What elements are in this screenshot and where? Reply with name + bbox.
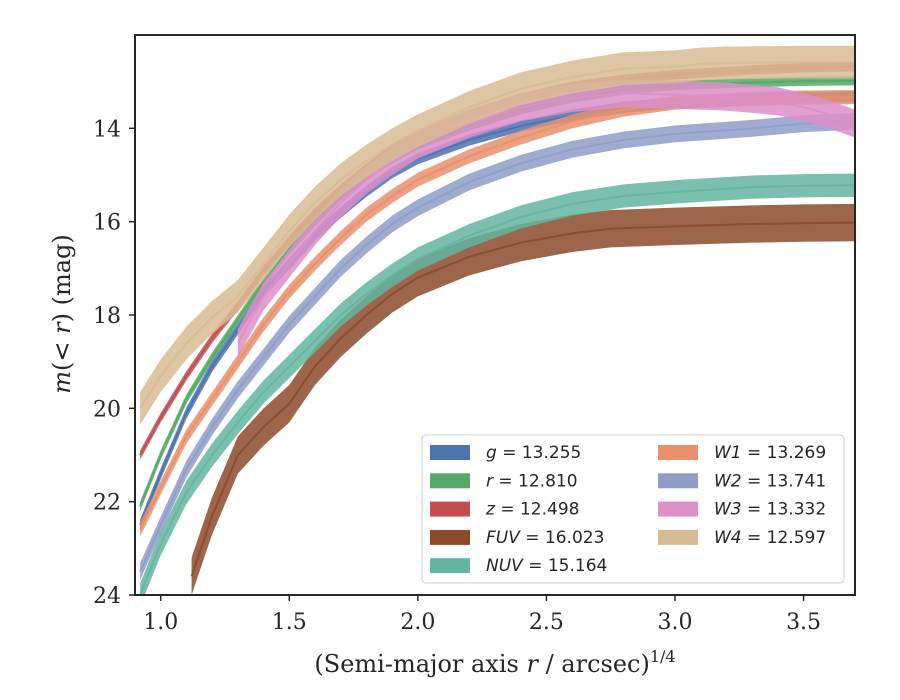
x-axis-ticks: 1.0 1.5 2.0 2.5 3.0 3.5 <box>143 595 821 635</box>
plot-area <box>139 45 855 595</box>
legend-label: FUV = 16.023 <box>486 528 604 548</box>
legend-entry-nuv: NUV = 15.164 <box>430 556 607 576</box>
legend-entry-w3: W3 = 13.332 <box>658 500 826 520</box>
series-line-fuv <box>190 221 855 577</box>
series-nuv <box>139 173 855 595</box>
y-axis-label: m(< r) (mag) <box>48 234 76 394</box>
legend-swatch <box>658 529 698 545</box>
legend: g = 13.255 r = 12.810 z = 12.498 FUV = 16.0… <box>421 434 845 584</box>
legend-entry-fuv: FUV = 16.023 <box>430 528 604 548</box>
legend-label: W1 = 13.269 <box>714 443 826 463</box>
legend-label: NUV = 15.164 <box>486 556 607 576</box>
legend-swatch <box>658 501 698 517</box>
series-w2 <box>139 112 855 581</box>
legend-entry-r: r = 12.810 <box>430 471 578 491</box>
legend-swatch <box>430 529 470 545</box>
series-fuv <box>190 203 855 595</box>
series-line-w2 <box>139 120 855 573</box>
legend-swatch <box>658 445 698 460</box>
legend-label: g = 13.255 <box>486 443 581 463</box>
legend-label: z = 12.498 <box>485 500 579 520</box>
legend-entry-w1: W1 = 13.269 <box>658 443 826 463</box>
y-tick-label: 20 <box>93 397 121 422</box>
legend-swatch <box>430 445 470 460</box>
plot-frame <box>134 34 856 596</box>
legend-entry-w2: W2 = 13.741 <box>658 471 826 491</box>
x-tick-label: 1.0 <box>143 610 178 635</box>
legend-entry-z: z = 12.498 <box>430 500 579 520</box>
series-w4 <box>139 45 855 425</box>
legend-label: W2 = 13.741 <box>714 471 826 491</box>
x-tick-label: 2.0 <box>400 610 435 635</box>
legend-swatch <box>430 558 470 574</box>
legend-label: r = 12.810 <box>486 471 578 491</box>
legend-label: W3 = 13.332 <box>714 500 826 520</box>
legend-swatch <box>430 473 470 489</box>
x-tick-label: 3.5 <box>786 610 821 635</box>
x-tick-label: 3.0 <box>658 610 693 635</box>
x-tick-label: 2.5 <box>529 610 564 635</box>
series-line-w3 <box>236 92 855 344</box>
y-axis-ticks: 14 16 18 20 22 24 <box>93 117 135 609</box>
series-line-nuv <box>139 184 855 595</box>
y-tick-label: 14 <box>93 117 121 142</box>
y-tick-label: 22 <box>93 491 121 516</box>
legend-entry-g: g = 13.255 <box>430 443 581 463</box>
y-tick-label: 16 <box>93 211 121 236</box>
series-band-w4 <box>140 45 855 425</box>
legend-label: W4 = 12.597 <box>714 528 826 548</box>
series-line-w4 <box>139 61 855 409</box>
legend-entry-w4: W4 = 12.597 <box>658 528 826 548</box>
x-tick-label: 1.5 <box>272 610 307 635</box>
legend-swatch <box>658 473 698 489</box>
x-axis-label: (Semi-major axis r / arcsec)1/4 <box>314 647 675 678</box>
legend-box <box>421 434 845 584</box>
legend-swatch <box>430 501 470 517</box>
y-tick-label: 18 <box>93 304 121 329</box>
y-tick-label: 24 <box>93 584 121 609</box>
